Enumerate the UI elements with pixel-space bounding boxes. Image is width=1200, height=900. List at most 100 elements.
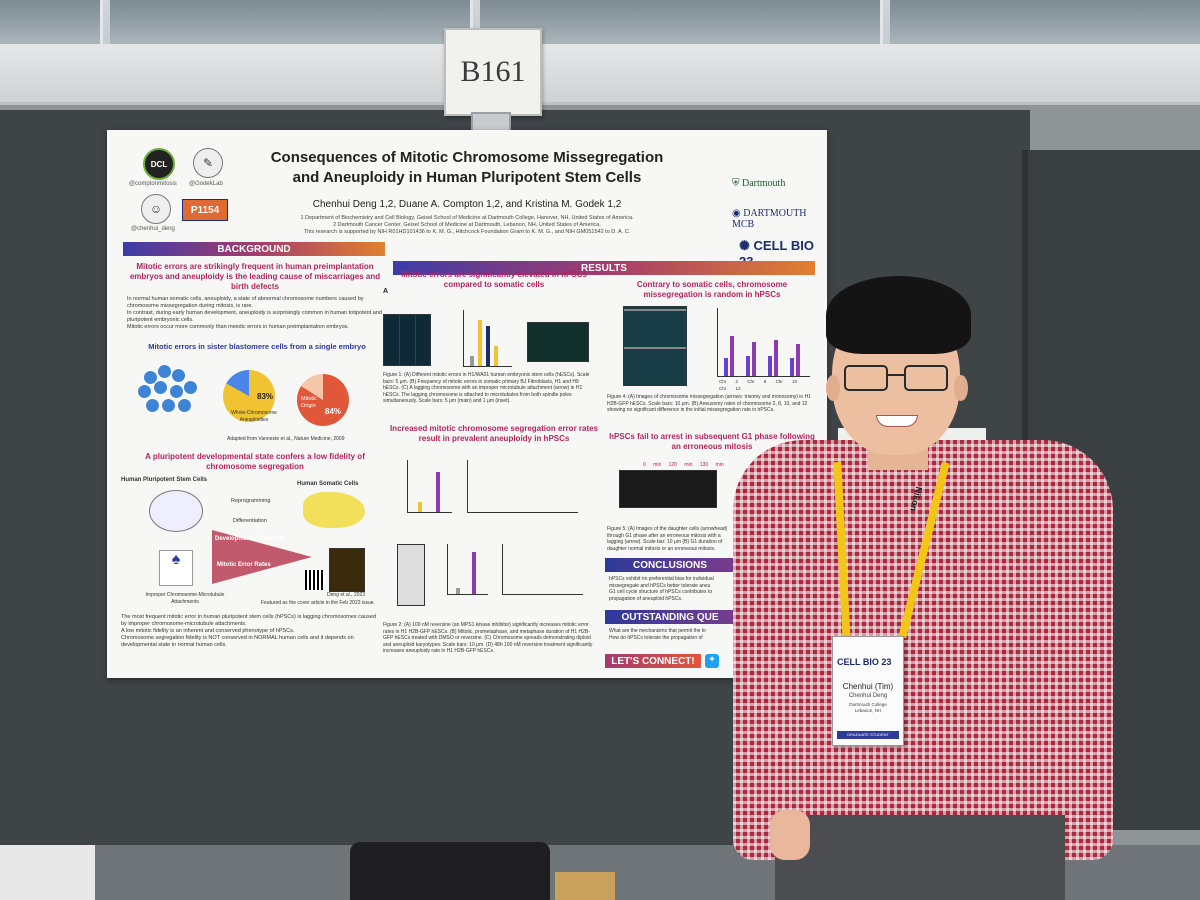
affiliation-1: 1 Department of Biochemistry and Cell Bi… bbox=[300, 215, 634, 221]
embryo-cell bbox=[177, 398, 192, 413]
bar bbox=[472, 552, 476, 594]
embryo-cell bbox=[153, 380, 168, 395]
window-panel bbox=[480, 0, 883, 44]
fig1c-micrograph bbox=[527, 322, 589, 362]
fig2d-bar-chart bbox=[447, 544, 488, 595]
fig2b-dot-plot bbox=[467, 460, 578, 513]
lets-connect-banner: LET'S CONNECT! bbox=[605, 654, 701, 668]
person-hand bbox=[770, 810, 810, 860]
background-bullet: Mitotic errors occur more commonly than … bbox=[127, 324, 349, 330]
featured-note: Featured as the cover article in the Feb… bbox=[261, 600, 374, 606]
attendee-badge: CELL BIO 23 Chenhui (Tim) Chenhui Deng D… bbox=[832, 636, 904, 746]
person-ear bbox=[954, 375, 968, 401]
somatic-label: Human Somatic Cells bbox=[297, 481, 359, 487]
bar bbox=[436, 472, 440, 512]
timelapse-labels: 0 min 120 min 130 min bbox=[643, 462, 724, 469]
results-statement-2: Increased mitotic chromosome segregation… bbox=[389, 424, 599, 443]
results-header: RESULTS bbox=[393, 261, 815, 275]
booth-number: B161 bbox=[460, 55, 526, 88]
fig1-micrographs bbox=[383, 314, 431, 366]
background-header-text: BACKGROUND bbox=[217, 243, 291, 255]
bar bbox=[456, 588, 460, 594]
journal-cover bbox=[329, 548, 365, 592]
chr-label: Chr 12 bbox=[719, 386, 741, 391]
badge-role-stripe: GRADUATE STUDENT bbox=[837, 731, 899, 739]
dartmouth-mcb-logo: ◉ DARTMOUTH MCB bbox=[732, 208, 807, 230]
bar bbox=[774, 340, 778, 376]
dcl-logo: DCL bbox=[143, 148, 175, 180]
bar bbox=[470, 356, 474, 366]
research-poster: DCL ✎ @comptonmitosis @GodekLab ☺ @chenh… bbox=[107, 130, 827, 678]
background-bullets: In normal human somatic cells, aneuploid… bbox=[127, 296, 383, 331]
badge-org: Dartmouth College bbox=[849, 702, 887, 707]
fig4b-bar-chart bbox=[717, 308, 810, 377]
badge-event: CELL BIO 23 bbox=[837, 657, 892, 667]
aneuploidy-pie bbox=[223, 370, 275, 422]
glasses-left-lens bbox=[844, 365, 888, 391]
dartmouth-logo: ⛨ Dartmouth bbox=[732, 178, 786, 189]
figure1-caption: Figure 1: (A) Different mitotic errors i… bbox=[383, 372, 590, 404]
fig2d-histogram bbox=[502, 544, 583, 595]
fig2c-spreads bbox=[397, 544, 425, 606]
booth-number-sign: B161 bbox=[444, 28, 542, 116]
handle-deng: @chenhui_deng bbox=[131, 226, 175, 232]
fig2a-chart bbox=[407, 460, 452, 513]
results-header-text: RESULTS bbox=[581, 262, 627, 274]
stem-cell-diagram bbox=[149, 490, 203, 532]
person-hair bbox=[826, 276, 971, 354]
window-panel bbox=[110, 0, 473, 44]
embryo-cell bbox=[145, 398, 160, 413]
bar bbox=[746, 356, 750, 376]
deng-citation: Deng et al., 2023 bbox=[327, 592, 366, 598]
badge-fullname: Chenhui Deng bbox=[848, 693, 888, 699]
bar bbox=[486, 326, 490, 366]
pluripotent-statement: A pluripotent developmental state confer… bbox=[145, 452, 365, 471]
bar bbox=[478, 320, 482, 366]
fig4a-micrographs bbox=[623, 306, 687, 386]
reprogramming-label: Reprogramming bbox=[231, 498, 271, 504]
error-rates-label: Mitotic Error Rates bbox=[217, 562, 271, 568]
hpsc-label: Human Pluripotent Stem Cells bbox=[121, 477, 208, 483]
embryo-cell bbox=[157, 364, 172, 379]
conclusion-item: hPSCs exhibit no preferential bias for i… bbox=[609, 576, 714, 589]
attachment-diagram: ♠ bbox=[159, 550, 193, 586]
bar bbox=[730, 336, 734, 376]
handle-godek: @GodekLab bbox=[189, 181, 223, 187]
embryo-cell bbox=[171, 368, 186, 383]
badge-city: Lebanon, NH bbox=[854, 708, 882, 713]
panel-letter-a: A bbox=[383, 288, 389, 295]
results-statement-3: Contrary to somatic cells, chromosome mi… bbox=[636, 280, 788, 299]
funding-text: This research is supported by NIH R01HD1… bbox=[303, 229, 631, 235]
adapted-citation: Adapted from Vanneste et al., Nature Med… bbox=[227, 436, 345, 442]
summary-bullets: The most frequent mitotic error in human… bbox=[121, 614, 383, 649]
background-header: BACKGROUND bbox=[123, 242, 385, 256]
bar bbox=[752, 342, 756, 376]
pie2-label: Mitotic Origin bbox=[301, 396, 317, 409]
bar bbox=[418, 502, 422, 512]
bar bbox=[724, 358, 728, 376]
person-shirt bbox=[733, 440, 1113, 860]
bar bbox=[790, 358, 794, 376]
window-panel bbox=[890, 0, 1200, 44]
person-smile bbox=[876, 415, 918, 427]
poster-id-badge: P1154 bbox=[182, 199, 228, 221]
background-pink-statement: Mitotic errors are strikingly frequent i… bbox=[129, 262, 381, 291]
fig5a-timelapse bbox=[619, 470, 717, 508]
error-rate-triangle bbox=[212, 530, 312, 584]
summary-bullet: Chromosome segregation fidelity is NOT c… bbox=[121, 635, 354, 648]
results-statement-4: hPSCs fail to arrest in subsequent G1 ph… bbox=[609, 432, 815, 451]
background-bullet: In normal human somatic cells, aneuploid… bbox=[127, 296, 364, 309]
person-ear bbox=[826, 375, 840, 401]
connect-text: LET'S CONNECT! bbox=[611, 655, 695, 667]
mitotic-origin-pie bbox=[297, 374, 349, 426]
conclusion-item: G1 cell cycle structure of hPSCs contrib… bbox=[609, 589, 713, 602]
dcl-logo-text: DCL bbox=[150, 159, 168, 169]
improper-attachment-label: Improper Chromosome-Microtubule Attachme… bbox=[145, 592, 225, 605]
chr-label: Chr 2 bbox=[719, 379, 739, 384]
fig1-bar-chart bbox=[463, 310, 512, 367]
glasses-bridge bbox=[886, 374, 904, 376]
qr-code bbox=[305, 570, 325, 590]
conclusions-header: CONCLUSIONS bbox=[605, 558, 735, 572]
poster-title-line2: and Aneuploidy in Human Pluripotent Stem… bbox=[292, 169, 642, 186]
embryo-cell bbox=[161, 398, 176, 413]
